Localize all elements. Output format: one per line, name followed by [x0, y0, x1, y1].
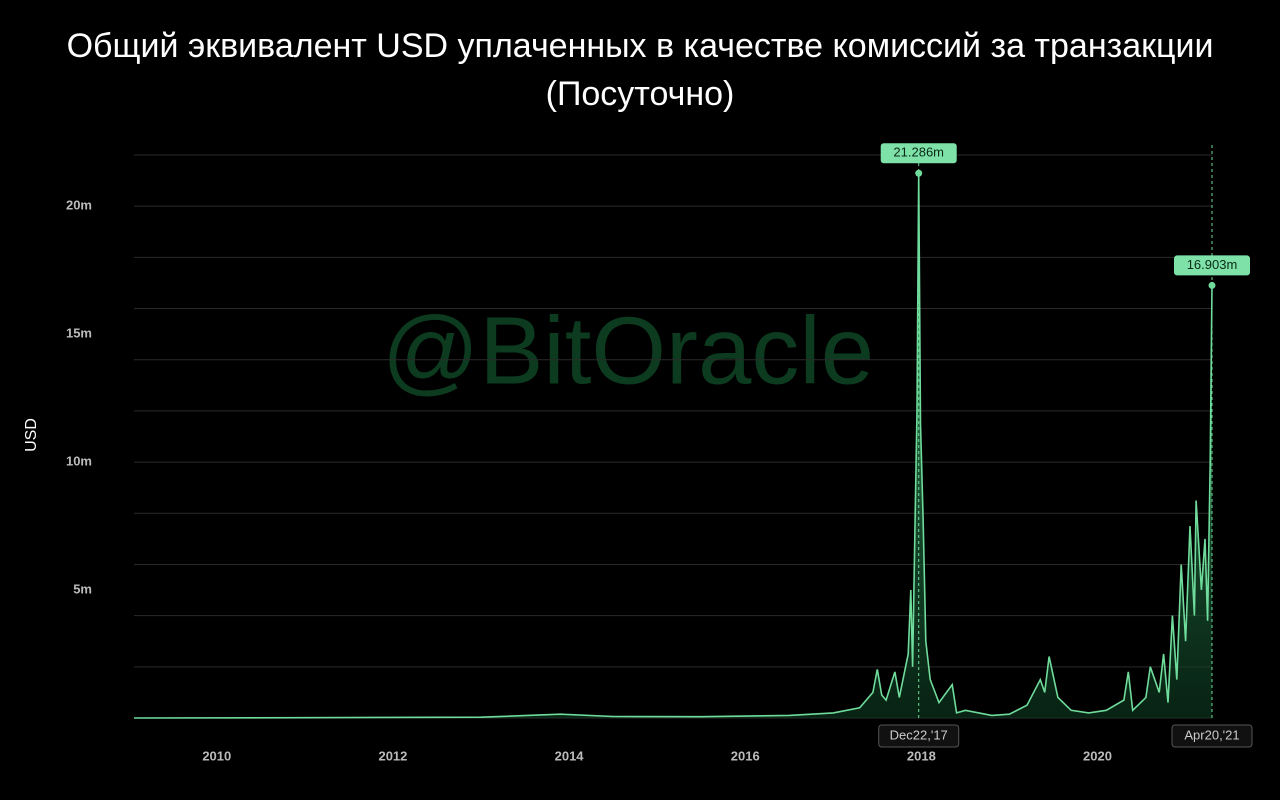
annotation-point [915, 169, 923, 177]
x-tick-label: 2018 [907, 748, 936, 763]
y-axis-label: USD [23, 418, 40, 452]
date-box [878, 724, 960, 748]
chart-title: Общий эквивалент USD уплаченных в качест… [67, 27, 1214, 65]
date-label: Apr20,'21 [1184, 727, 1239, 742]
annotation-box [1174, 255, 1250, 276]
date-box [1171, 724, 1253, 748]
annotation-label: 16.903m [1187, 257, 1238, 272]
y-tick-label: 20m [66, 198, 92, 213]
y-tick-label: 15m [66, 326, 92, 341]
x-tick-label: 2016 [731, 748, 760, 763]
annotation-box [880, 143, 957, 164]
y-tick-label: 5m [73, 581, 92, 596]
x-tick-label: 2014 [555, 748, 585, 763]
line [133, 173, 1213, 719]
annotation-point [1208, 281, 1216, 289]
watermark: @BitOracle [382, 297, 874, 404]
date-label: Dec22,'17 [890, 727, 948, 742]
y-tick-label: 10m [66, 454, 92, 469]
x-tick-label: 2020 [1083, 748, 1112, 763]
annotation-label: 21.286m [893, 145, 944, 160]
x-tick-label: 2012 [378, 748, 407, 763]
x-tick-label: 2010 [202, 748, 231, 763]
chart-subtitle: (Посуточно) [546, 75, 735, 113]
